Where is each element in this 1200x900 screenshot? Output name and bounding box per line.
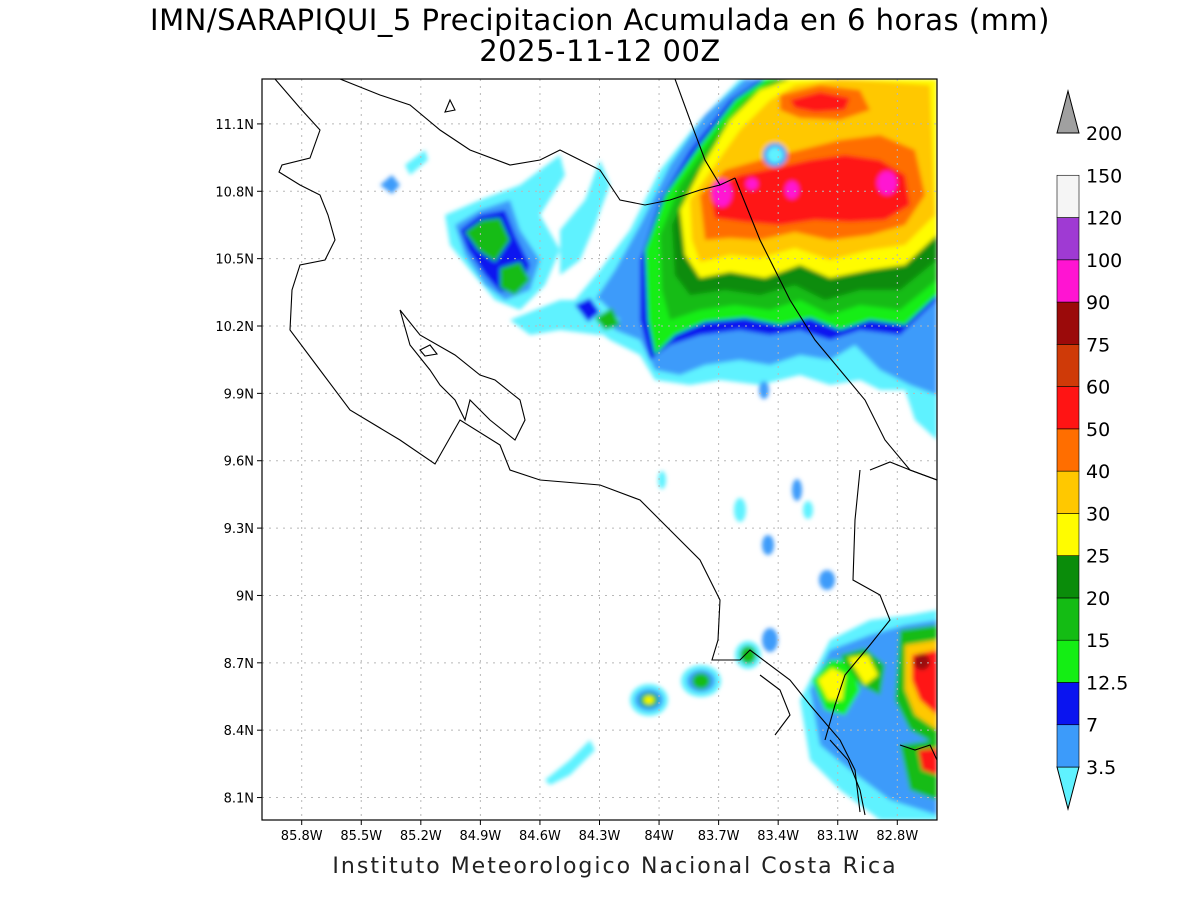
lon-tick-label: 85.5W — [340, 829, 382, 844]
colorbar-swatch — [1056, 639, 1080, 683]
precipitation-colorbar: 3.5 7 12.5 15 20 25 30 40 50 60 75 90 100 120 150 200 — [1056, 89, 1128, 811]
colorbar-label: 200 — [1086, 123, 1122, 145]
colorbar-swatch — [1056, 174, 1080, 218]
lat-tick-label: 9N — [236, 589, 254, 604]
lon-tick-label: 85.2W — [400, 829, 442, 844]
map-subtitle-datetime: 2025-11-12 00Z — [479, 34, 721, 68]
colorbar-swatch — [1056, 682, 1080, 726]
colorbar-label: 12.5 — [1086, 672, 1128, 694]
colorbar-swatch — [1056, 470, 1080, 514]
colorbar-label: 3.5 — [1086, 757, 1116, 779]
lat-tick-label: 9.3N — [224, 522, 254, 537]
colorbar-swatch — [1056, 428, 1080, 472]
colorbar-swatch — [1056, 597, 1080, 641]
colorbar-label: 40 — [1086, 461, 1110, 483]
colorbar-swatch — [1056, 386, 1080, 430]
lat-tick-label: 8.7N — [224, 657, 254, 672]
lon-tick-label: 84.6W — [519, 829, 561, 844]
map-gridlines — [262, 79, 937, 820]
lon-tick-label: 84W — [644, 829, 674, 844]
institution-footer: Instituto Meteorologico Nacional Costa R… — [332, 854, 898, 879]
colorbar-label: 25 — [1086, 546, 1110, 568]
lon-tick-label: 84.3W — [579, 829, 621, 844]
lat-tick-label: 10.8N — [215, 185, 254, 200]
lat-tick-label: 9.9N — [224, 387, 254, 402]
colorbar-label: 75 — [1086, 334, 1110, 356]
colorbar-swatch — [1056, 217, 1080, 261]
longitude-axis: 85.8W 85.5W 85.2W 84.9W 84.6W 84.3W 84W 83.7W 83… — [281, 820, 918, 844]
lat-tick-label: 9.6N — [224, 455, 254, 470]
colorbar-label: 100 — [1086, 250, 1122, 272]
colorbar-swatch — [1056, 301, 1080, 345]
lon-tick-label: 84.9W — [459, 829, 501, 844]
lon-tick-label: 85.8W — [281, 829, 323, 844]
colorbar-label: 20 — [1086, 588, 1110, 610]
lat-tick-label: 10.5N — [215, 253, 254, 268]
colorbar-upper-arrow — [1056, 89, 1080, 134]
map-title: IMN/SARAPIQUI_5 Precipitacion Acumulada … — [150, 3, 1050, 37]
lat-tick-label: 8.4N — [224, 724, 254, 739]
colorbar-label: 150 — [1086, 165, 1122, 187]
lat-tick-label: 11.1N — [215, 118, 254, 133]
colorbar-swatch — [1056, 513, 1080, 556]
colorbar-label: 7 — [1086, 715, 1098, 737]
lon-tick-label: 83.7W — [698, 829, 740, 844]
latitude-axis: 11.1N 10.8N 10.5N 10.2N 9.9N 9.6N 9.3N 9N 8.7N 8.… — [215, 118, 262, 807]
coastlines-and-borders — [274, 79, 937, 816]
lon-tick-label: 83.1W — [817, 829, 859, 844]
colorbar-label: 90 — [1086, 292, 1110, 314]
colorbar-label: 50 — [1086, 419, 1110, 441]
colorbar-label: 30 — [1086, 503, 1110, 525]
colorbar-label: 60 — [1086, 377, 1110, 399]
lat-tick-label: 8.1N — [224, 792, 254, 807]
colorbar-swatch — [1056, 344, 1080, 387]
colorbar-lower-arrow — [1056, 766, 1080, 811]
colorbar-label: 15 — [1086, 630, 1110, 652]
lon-tick-label: 83.4W — [757, 829, 799, 844]
colorbar-swatch — [1056, 724, 1080, 768]
lat-tick-label: 10.2N — [215, 320, 254, 335]
colorbar-swatch — [1056, 555, 1080, 599]
lon-tick-label: 82.8W — [876, 829, 918, 844]
precipitation-field — [380, 79, 937, 820]
colorbar-swatch — [1056, 259, 1080, 303]
colorbar-label: 120 — [1086, 208, 1122, 230]
